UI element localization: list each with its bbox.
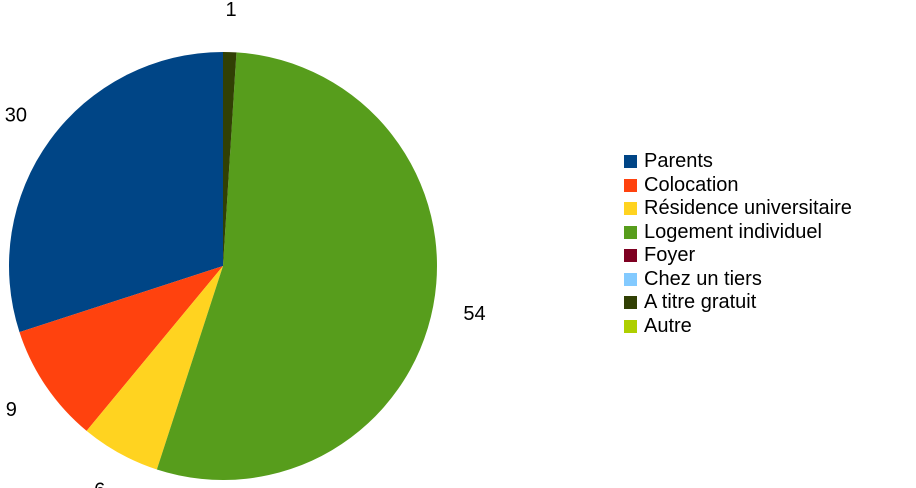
pie-slice-a-titre-gratuit (223, 52, 237, 266)
pie-slices (8, 52, 438, 481)
legend-item-residence-universitaire: Résidence universitaire (624, 197, 852, 221)
legend-item-colocation: Colocation (624, 174, 852, 198)
legend-swatch-autre (624, 319, 637, 333)
legend-swatch-foyer (624, 249, 637, 263)
value-label-a-titre-gratuit: 1 (225, 0, 236, 21)
legend-label-a-titre-gratuit: A titre gratuit (644, 291, 757, 314)
legend-swatch-chez-un-tiers (624, 272, 637, 286)
legend-item-autre: Autre (624, 315, 852, 339)
legend-label-residence-universitaire: Résidence universitaire (644, 197, 852, 220)
pie-slice-residence-universitaire (86, 266, 223, 470)
legend-label-logement-individuel: Logement individuel (644, 220, 822, 243)
legend-swatch-a-titre-gratuit (624, 296, 637, 310)
legend-swatch-logement-individuel (624, 225, 637, 239)
pie-slice-colocation (19, 266, 223, 431)
legend-swatch-parents (624, 155, 637, 169)
chart-legend: Parents Colocation Résidence universitai… (624, 150, 852, 338)
legend-label-chez-un-tiers: Chez un tiers (644, 267, 762, 290)
legend-swatch-residence-universitaire (624, 202, 637, 216)
value-label-residence-universitaire: 6 (94, 479, 105, 488)
legend-item-foyer: Foyer (624, 244, 852, 268)
legend-swatch-colocation (624, 178, 637, 192)
legend-item-parents: Parents (624, 150, 852, 174)
legend-label-colocation: Colocation (644, 173, 739, 196)
value-label-parents: 30 (5, 105, 27, 127)
legend-item-logement-individuel: Logement individuel (624, 221, 852, 245)
legend-label-parents: Parents (644, 150, 713, 173)
value-label-logement-individuel: 54 (463, 303, 485, 325)
pie-slice-parents (8, 52, 223, 333)
legend-item-a-titre-gratuit: A titre gratuit (624, 291, 852, 315)
value-label-colocation: 9 (6, 399, 17, 421)
legend-item-chez-un-tiers: Chez un tiers (624, 268, 852, 292)
pie-value-labels: 30 9 6 54 1 (5, 0, 486, 488)
pie-slice-logement-individuel (156, 52, 438, 481)
legend-label-autre: Autre (644, 314, 692, 337)
legend-label-foyer: Foyer (644, 244, 696, 267)
